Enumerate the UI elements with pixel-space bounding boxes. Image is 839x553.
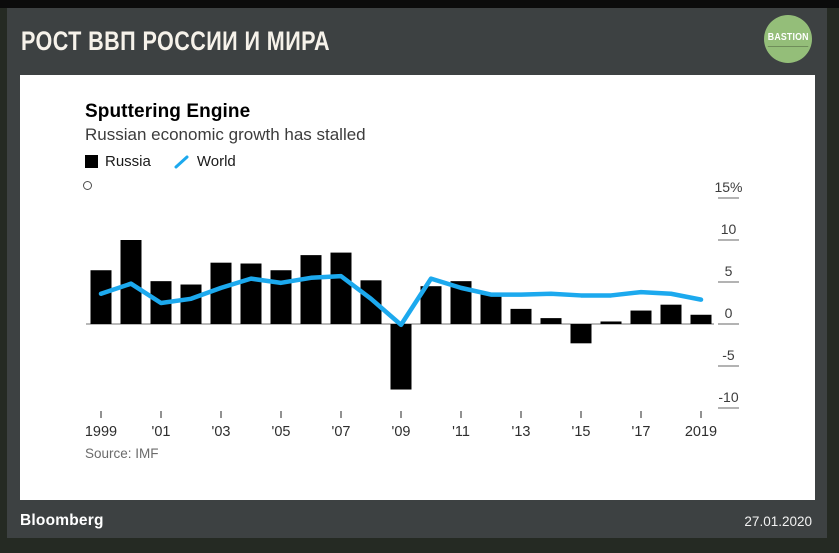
- gdp-chart: 15% 10 5 0 -5 -10 1999 '01 '03 '05 '07 '09 '11 '13 '15…: [85, 179, 743, 440]
- footer-date: 27.01.2020: [744, 514, 812, 529]
- bar-2015: [570, 324, 592, 344]
- y-tick-label: 5: [725, 263, 733, 279]
- chart-panel: Sputtering Engine Russian economic growt…: [20, 75, 815, 500]
- y-tick-label: 10: [721, 221, 737, 237]
- bar-2010: [420, 286, 442, 324]
- bar-1999: [90, 270, 112, 324]
- legend-item-russia: Russia: [85, 153, 151, 170]
- point-marker-icon: [83, 181, 92, 190]
- infographic-card: РОСТ ВВП РОССИИ И МИРА BASTION Sputterin…: [7, 8, 827, 538]
- footer-brand: Bloomberg: [20, 512, 104, 529]
- x-tick-label: '15: [572, 424, 591, 440]
- bar-2017: [630, 310, 652, 324]
- bar-2002: [180, 284, 202, 324]
- y-tick-label: -5: [722, 347, 735, 363]
- bar-2008: [360, 280, 382, 324]
- bastion-badge: BASTION: [764, 15, 812, 63]
- x-tick-label: '01: [152, 424, 171, 440]
- y-tick-label: -10: [718, 389, 738, 405]
- legend-item-world: World: [173, 153, 236, 170]
- x-axis: 1999 '01 '03 '05 '07 '09 '11 '13 '15 '17 2019: [85, 411, 717, 440]
- x-tick-label: '09: [392, 424, 411, 440]
- x-tick-label: '11: [452, 424, 470, 440]
- world-line: [98, 273, 704, 328]
- bar-2007: [330, 252, 352, 324]
- bastion-badge-label: BASTION: [767, 32, 809, 47]
- bar-2016: [600, 321, 622, 324]
- x-tick-label: '17: [632, 424, 651, 440]
- bar-2019: [690, 314, 712, 324]
- bar-2009: [390, 324, 412, 390]
- x-tick-label: '03: [212, 424, 231, 440]
- x-tick-label: 2019: [685, 424, 717, 440]
- chart-title: Sputtering Engine: [85, 101, 251, 122]
- bar-2006: [300, 255, 322, 324]
- x-tick-label: '13: [512, 424, 531, 440]
- x-tick-label: '07: [332, 424, 351, 440]
- bar-2011: [450, 281, 472, 324]
- bar-2012: [480, 292, 502, 324]
- y-tick-label: 0: [725, 305, 733, 321]
- source-label: Source: IMF: [85, 446, 159, 461]
- bar-2004: [240, 263, 262, 324]
- bar-2014: [540, 318, 562, 324]
- russia-bars-group: [90, 240, 712, 390]
- chart-subtitle: Russian economic growth has stalled: [85, 125, 366, 144]
- x-tick-label: 1999: [85, 424, 117, 440]
- bar-2018: [660, 304, 682, 324]
- legend-label-world: World: [196, 153, 236, 170]
- bar-2013: [510, 308, 532, 324]
- russia-bar-swatch-icon: [85, 155, 98, 168]
- top-border-strip: [0, 0, 839, 8]
- world-line-swatch-icon: [174, 155, 189, 168]
- bar-2003: [210, 262, 232, 324]
- x-tick-label: '05: [272, 424, 291, 440]
- chart-legend: Russia World: [85, 153, 236, 170]
- bar-2005: [270, 270, 292, 324]
- y-tick-label: 15%: [714, 179, 742, 195]
- page-title: РОСТ ВВП РОССИИ И МИРА: [21, 26, 331, 56]
- legend-label-russia: Russia: [105, 153, 151, 170]
- y-axis: 15% 10 5 0 -5 -10: [714, 179, 743, 409]
